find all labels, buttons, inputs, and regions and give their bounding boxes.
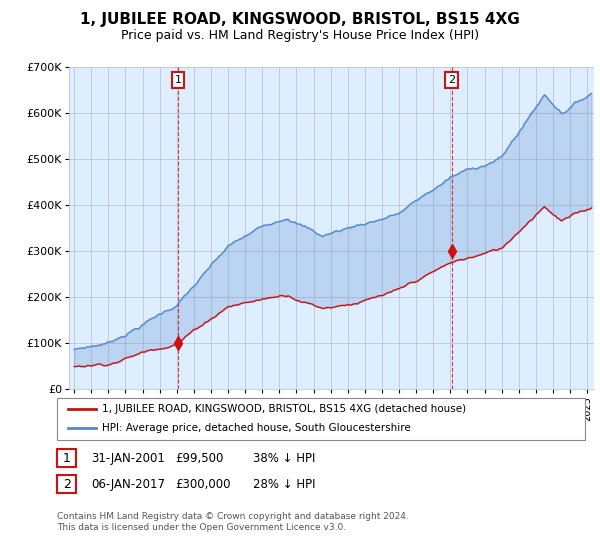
Text: Price paid vs. HM Land Registry's House Price Index (HPI): Price paid vs. HM Land Registry's House … bbox=[121, 29, 479, 42]
Text: £300,000: £300,000 bbox=[175, 478, 231, 491]
Text: 1, JUBILEE ROAD, KINGSWOOD, BRISTOL, BS15 4XG (detached house): 1, JUBILEE ROAD, KINGSWOOD, BRISTOL, BS1… bbox=[102, 404, 466, 414]
Text: HPI: Average price, detached house, South Gloucestershire: HPI: Average price, detached house, Sout… bbox=[102, 423, 411, 433]
Text: 2: 2 bbox=[62, 478, 71, 491]
Text: 28% ↓ HPI: 28% ↓ HPI bbox=[253, 478, 316, 491]
Text: 31-JAN-2001: 31-JAN-2001 bbox=[91, 451, 165, 465]
Text: 1, JUBILEE ROAD, KINGSWOOD, BRISTOL, BS15 4XG: 1, JUBILEE ROAD, KINGSWOOD, BRISTOL, BS1… bbox=[80, 12, 520, 27]
Text: 2: 2 bbox=[448, 75, 455, 85]
Text: 38% ↓ HPI: 38% ↓ HPI bbox=[253, 451, 316, 465]
Text: £99,500: £99,500 bbox=[175, 451, 224, 465]
Text: 1: 1 bbox=[62, 451, 71, 465]
Text: 1: 1 bbox=[175, 75, 182, 85]
Text: Contains HM Land Registry data © Crown copyright and database right 2024.
This d: Contains HM Land Registry data © Crown c… bbox=[57, 512, 409, 532]
Text: 06-JAN-2017: 06-JAN-2017 bbox=[91, 478, 165, 491]
